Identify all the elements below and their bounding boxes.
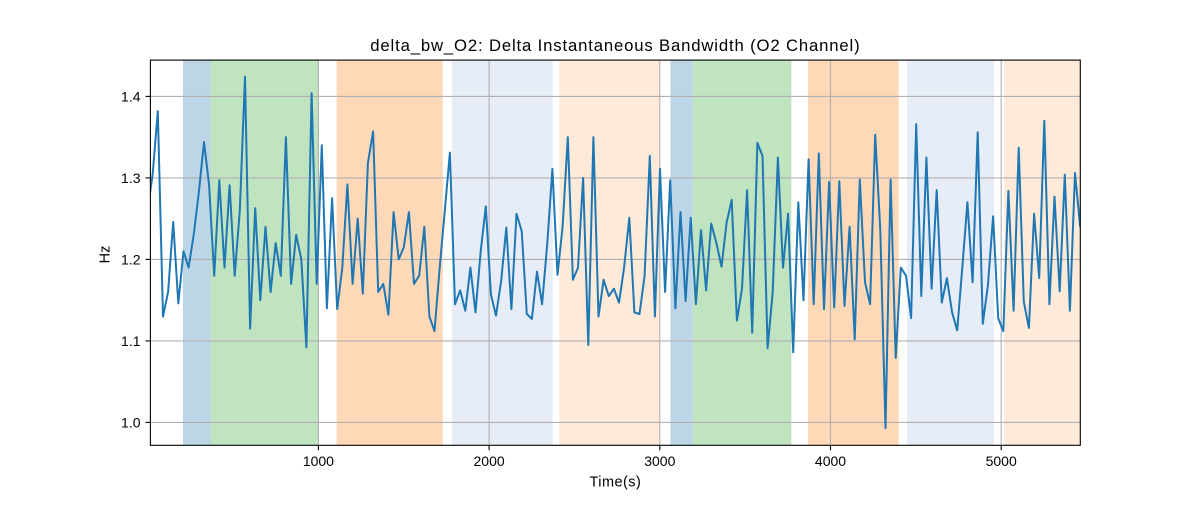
svg-text:1000: 1000: [303, 453, 334, 469]
svg-text:5000: 5000: [986, 453, 1017, 469]
svg-text:1.2: 1.2: [121, 251, 141, 267]
svg-text:1.4: 1.4: [121, 88, 141, 104]
svg-text:3000: 3000: [644, 453, 675, 469]
svg-text:1.0: 1.0: [121, 414, 141, 430]
svg-text:Time(s): Time(s): [590, 475, 642, 491]
svg-text:1.1: 1.1: [121, 333, 141, 349]
svg-text:Hz: Hz: [98, 246, 114, 264]
svg-text:2000: 2000: [474, 453, 505, 469]
svg-text:4000: 4000: [815, 453, 846, 469]
svg-text:delta_bw_O2: Delta Instantaneo: delta_bw_O2: Delta Instantaneous Bandwid…: [370, 36, 860, 55]
svg-text:1.3: 1.3: [121, 170, 141, 186]
